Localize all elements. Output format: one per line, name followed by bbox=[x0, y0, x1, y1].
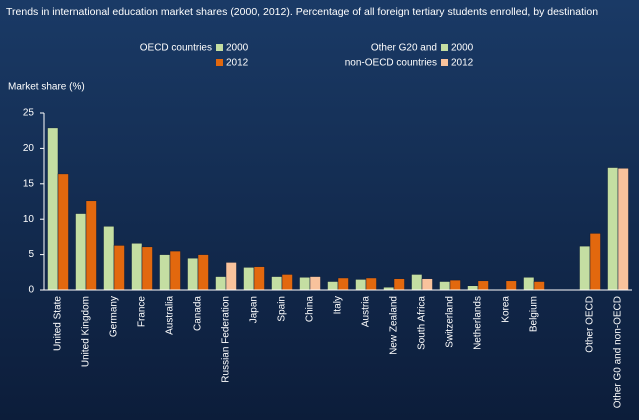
legend-swatch bbox=[441, 59, 448, 66]
bar bbox=[393, 278, 405, 291]
chart-title: Trends in international education market… bbox=[6, 6, 598, 18]
x-tick-label: China bbox=[305, 296, 316, 323]
y-tick-label: 20 bbox=[23, 143, 35, 154]
bar bbox=[467, 285, 479, 291]
x-tick-label: Russian Federation bbox=[221, 296, 232, 383]
bar bbox=[449, 279, 461, 291]
bar bbox=[103, 226, 115, 291]
bar bbox=[169, 250, 181, 291]
y-tick-label: 0 bbox=[28, 285, 34, 296]
y-tick-label: 15 bbox=[23, 178, 35, 189]
bar bbox=[523, 277, 535, 291]
bar bbox=[309, 276, 321, 291]
bar bbox=[47, 127, 59, 291]
bar bbox=[75, 213, 87, 291]
x-tick-label: Austria bbox=[361, 296, 372, 328]
legend-label: 2012 bbox=[226, 58, 249, 69]
bar bbox=[215, 276, 227, 291]
x-tick-label: Switzerland bbox=[445, 296, 456, 348]
x-tick-label: United State bbox=[53, 296, 64, 351]
x-tick-label: Australia bbox=[165, 296, 176, 335]
x-tick-label: Other OECD bbox=[585, 296, 596, 353]
legend-group-label: Other G20 and bbox=[371, 43, 437, 54]
legend-group-label: non-OECD countries bbox=[345, 58, 437, 69]
bar bbox=[187, 257, 199, 291]
bar bbox=[281, 274, 293, 291]
bar bbox=[253, 266, 265, 291]
bar bbox=[533, 281, 545, 291]
legend-label: 2000 bbox=[451, 43, 474, 54]
bar bbox=[141, 246, 153, 291]
bar bbox=[607, 167, 619, 291]
bar bbox=[299, 277, 311, 291]
y-tick-label: 25 bbox=[23, 108, 35, 119]
x-tick-label: Korea bbox=[501, 296, 512, 323]
legend-swatch bbox=[216, 44, 223, 51]
x-tick-label: Canada bbox=[193, 296, 204, 331]
bar bbox=[439, 281, 451, 291]
y-tick-label: 5 bbox=[28, 249, 34, 260]
x-tick-label: Spain bbox=[277, 296, 288, 322]
legend-label: 2000 bbox=[226, 43, 249, 54]
bar bbox=[365, 277, 377, 291]
x-tick-label: South Africa bbox=[417, 296, 428, 350]
bar bbox=[243, 267, 255, 291]
bar bbox=[197, 254, 209, 291]
bar bbox=[421, 278, 433, 291]
legend-group-label: OECD countries bbox=[140, 43, 212, 54]
x-tick-label: United Kingdom bbox=[81, 296, 92, 367]
bar bbox=[617, 167, 629, 291]
bar bbox=[589, 233, 601, 291]
bar bbox=[271, 276, 283, 291]
bar bbox=[411, 274, 423, 291]
bar bbox=[355, 279, 367, 291]
x-tick-label: France bbox=[137, 296, 148, 328]
y-tick-label: 10 bbox=[23, 214, 35, 225]
bar bbox=[327, 281, 339, 291]
bar bbox=[131, 243, 143, 291]
bar bbox=[159, 254, 171, 291]
legend-swatch bbox=[216, 59, 223, 66]
x-tick-label: Germany bbox=[109, 296, 120, 337]
legend-swatch bbox=[441, 44, 448, 51]
bar bbox=[337, 277, 349, 291]
bar bbox=[113, 245, 125, 291]
bar bbox=[57, 173, 69, 291]
bar bbox=[579, 245, 591, 291]
y-axis-label: Market share (%) bbox=[8, 82, 85, 93]
x-tick-label: Italy bbox=[333, 296, 344, 314]
x-tick-label: Belgium bbox=[529, 296, 540, 332]
legend-label: 2012 bbox=[451, 58, 474, 69]
bar bbox=[477, 280, 489, 291]
bar bbox=[85, 200, 97, 291]
bar bbox=[505, 280, 517, 291]
x-tick-label: Netherlands bbox=[473, 296, 484, 350]
x-tick-label: Japan bbox=[249, 296, 260, 323]
x-tick-label: New Zealand bbox=[389, 296, 400, 355]
x-tick-label: Other G0 and non-OECD bbox=[613, 296, 624, 408]
bar bbox=[225, 262, 237, 291]
